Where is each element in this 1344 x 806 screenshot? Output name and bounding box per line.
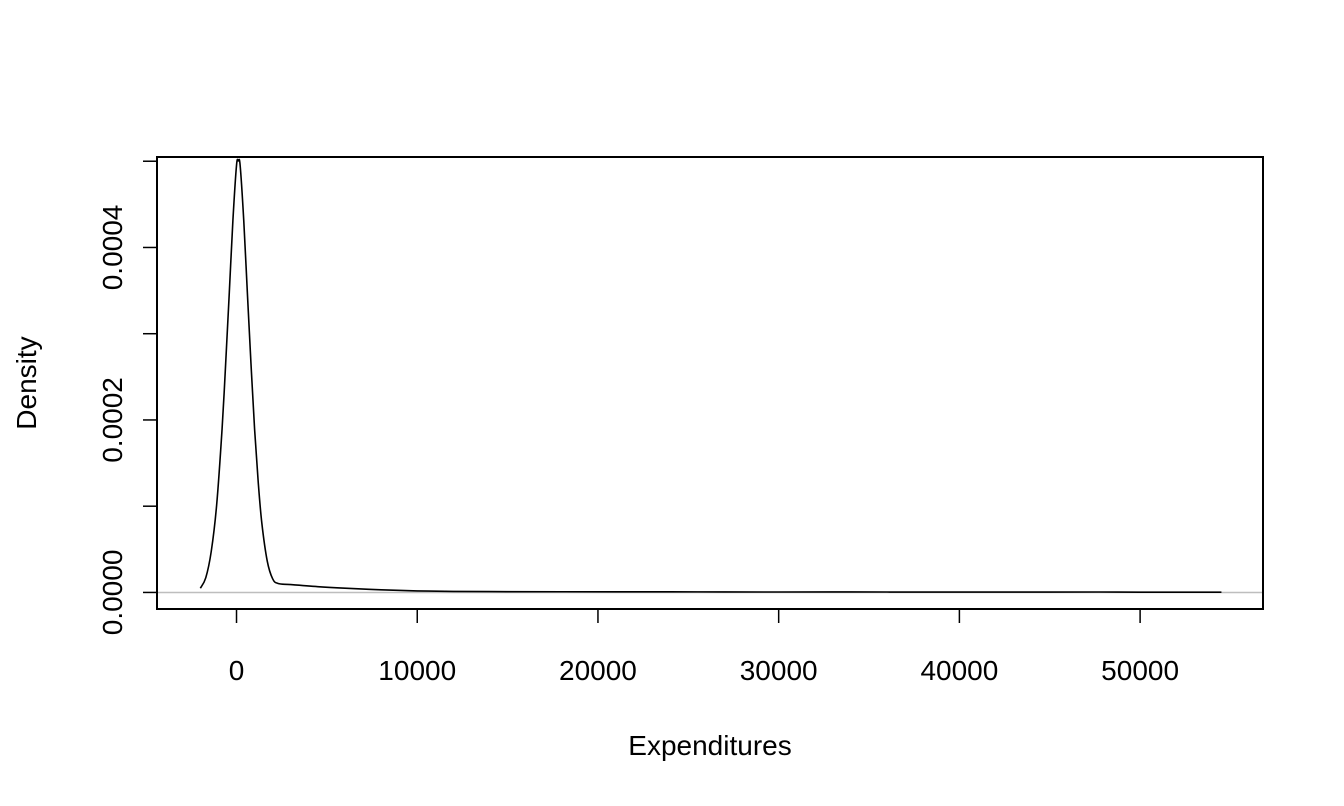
y-axis-label: Density — [11, 336, 42, 429]
x-tick-label: 0 — [229, 655, 245, 686]
x-tick-label: 30000 — [740, 655, 818, 686]
x-tick-label: 10000 — [378, 655, 456, 686]
plot-frame — [156, 156, 1264, 610]
x-axis-label: Expenditures — [628, 730, 791, 761]
x-axis: 0 10000 20000 30000 40000 50000 — [229, 608, 1179, 686]
y-axis: 0.0000 0.0002 0.0004 — [97, 160, 158, 636]
x-tick-label: 50000 — [1101, 655, 1179, 686]
x-tick-label: 40000 — [920, 655, 998, 686]
y-tick-label: 0.0002 — [97, 377, 128, 463]
y-tick-label: 0.0004 — [97, 205, 128, 291]
x-tick-label: 20000 — [559, 655, 637, 686]
y-tick-label: 0.0000 — [97, 550, 128, 636]
density-curve — [199, 158, 1222, 593]
